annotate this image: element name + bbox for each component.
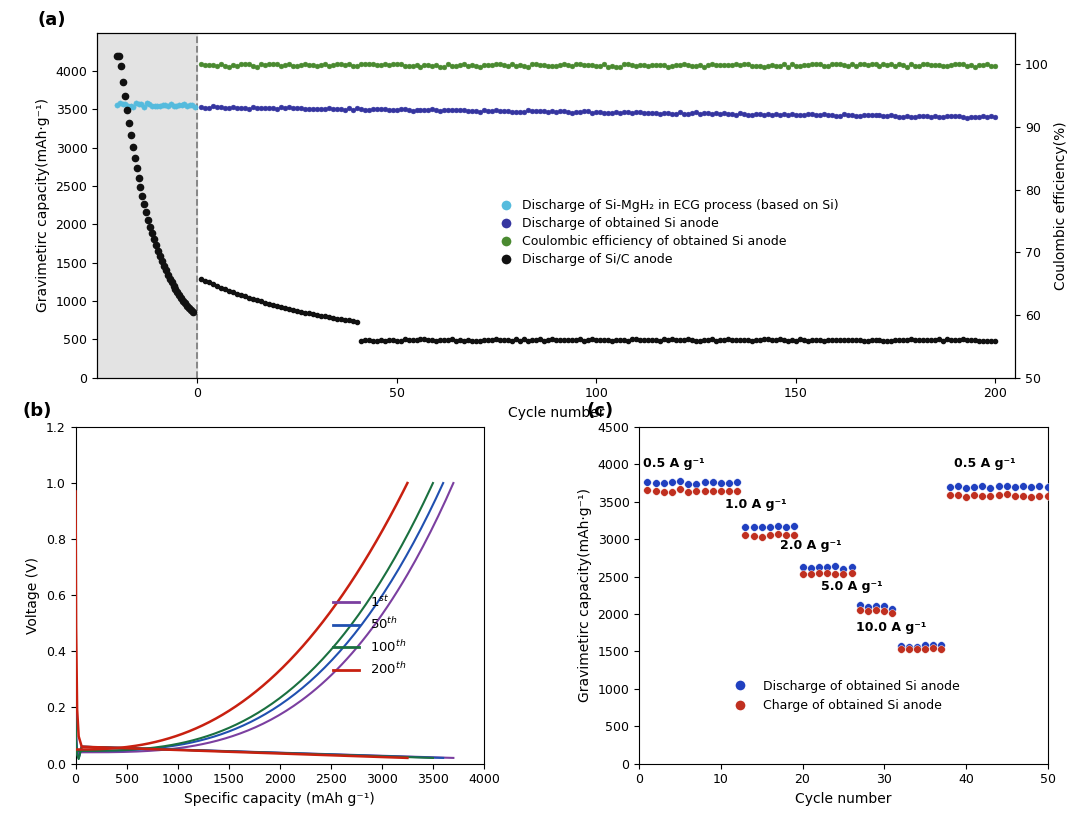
Legend: Discharge of Si-MgH₂ in ECG process (based on Si), Discharge of obtained Si anod: Discharge of Si-MgH₂ in ECG process (bas… [488, 195, 845, 271]
Y-axis label: Coulombic efficiency(%): Coulombic efficiency(%) [1054, 121, 1068, 290]
Y-axis label: Gravimetirc capacity(mAh·g⁻¹): Gravimetirc capacity(mAh·g⁻¹) [578, 488, 592, 702]
Text: 10.0 A g⁻¹: 10.0 A g⁻¹ [855, 621, 926, 634]
Text: (c): (c) [586, 402, 613, 420]
Y-axis label: Voltage (V): Voltage (V) [26, 557, 40, 634]
Text: (a): (a) [38, 11, 66, 30]
Text: (b): (b) [23, 402, 52, 420]
Text: 1.0 A g⁻¹: 1.0 A g⁻¹ [725, 498, 786, 511]
Text: 2.0 A g⁻¹: 2.0 A g⁻¹ [780, 539, 841, 552]
Text: 0.5 A g⁻¹: 0.5 A g⁻¹ [644, 457, 705, 470]
Text: 0.5 A g⁻¹: 0.5 A g⁻¹ [954, 457, 1015, 470]
Y-axis label: Gravimetirc capacity(mAh·g⁻¹): Gravimetirc capacity(mAh·g⁻¹) [36, 99, 50, 312]
X-axis label: Cycle number: Cycle number [508, 406, 605, 420]
X-axis label: Cycle number: Cycle number [795, 791, 892, 805]
Text: 5.0 A g⁻¹: 5.0 A g⁻¹ [822, 580, 883, 593]
Legend: Discharge of obtained Si anode, Charge of obtained Si anode: Discharge of obtained Si anode, Charge o… [723, 675, 964, 717]
Legend: 1$^{st}$, 50$^{th}$, 100$^{th}$, 200$^{th}$: 1$^{st}$, 50$^{th}$, 100$^{th}$, 200$^{t… [327, 589, 411, 682]
X-axis label: Specific capacity (mAh g⁻¹): Specific capacity (mAh g⁻¹) [185, 791, 375, 805]
Bar [97, 33, 197, 378]
